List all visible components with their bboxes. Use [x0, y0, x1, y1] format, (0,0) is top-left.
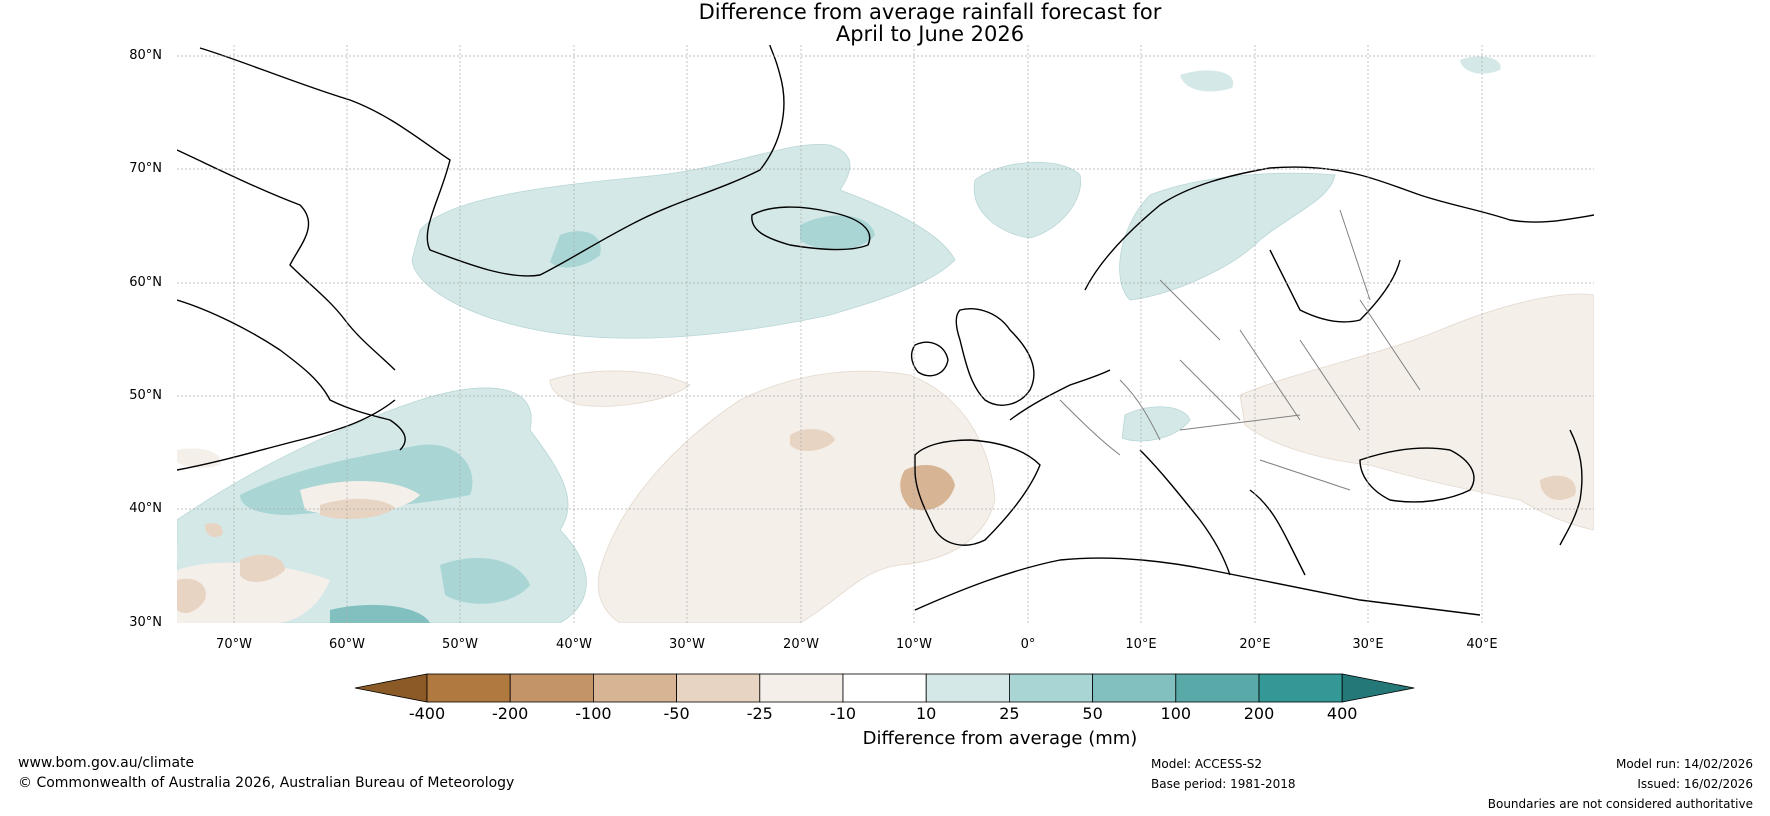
longitude-label: 10°W: [896, 637, 932, 652]
colorbar-segment: [426, 673, 511, 703]
boundaries-disclaimer: Boundaries are not considered authoritat…: [1487, 797, 1753, 811]
wet-region-irminger: [550, 231, 601, 268]
colorbar-segment: [1092, 673, 1177, 703]
wet-region-scandinavia: [1119, 172, 1336, 301]
longitude-label: 30°E: [1352, 637, 1384, 652]
greece-coast: [1249, 489, 1306, 576]
map-gridlines: [177, 45, 1594, 623]
labrador-coast: [177, 299, 406, 451]
colorbar-segment: [1009, 673, 1094, 703]
dry-region-small: [205, 523, 223, 537]
italy-coast: [1139, 449, 1231, 576]
base-period: Base period: 1981-2018: [1151, 777, 1296, 791]
model-run-date: Model run: 14/02/2026: [1615, 757, 1753, 771]
wet-region-franz-josef: [1460, 56, 1501, 74]
colorbar-arrow-high: [1341, 673, 1415, 703]
colorbar-segment: [842, 673, 927, 703]
latitude-label: 60°N: [129, 275, 162, 290]
country-borders: [1059, 209, 1421, 491]
longitude-label: 70°W: [216, 637, 252, 652]
longitude-label: 0°: [1020, 637, 1036, 652]
wet-region-southwest: [330, 604, 430, 623]
dry-region-southwest-corner: [177, 562, 330, 623]
longitude-label: 40°E: [1466, 637, 1498, 652]
model-name: Model: ACCESS-S2: [1151, 757, 1263, 771]
map-title-line-1: Difference from average rainfall forecas…: [698, 0, 1162, 24]
ireland-coast: [910, 341, 949, 377]
colorbar-tick-label: -10: [829, 704, 857, 723]
colorbar-tick-label: -400: [408, 704, 446, 723]
dry-region-sw-core: [240, 554, 285, 582]
longitude-label: 60°W: [329, 637, 365, 652]
dry-region-subtropical-atlantic: [597, 370, 996, 623]
coastlines: [177, 45, 1594, 616]
colorbar-tick-label: 200: [1243, 704, 1275, 723]
drier-anomaly-regions: [177, 293, 1594, 623]
colorbar-tick-label: -200: [492, 704, 529, 723]
baltic-coast: [1269, 249, 1401, 323]
wet-region-north-atlantic: [411, 143, 956, 339]
colorbar-tick-label: 400: [1326, 704, 1358, 723]
north-africa-coast: [914, 557, 1481, 616]
dry-region-eastern-europe: [1239, 293, 1594, 531]
latitude-label: 70°N: [129, 161, 162, 176]
website-url: www.bom.gov.au/climate: [18, 755, 195, 771]
longitude-label: 40°W: [556, 637, 592, 652]
colorbar-segment: [1258, 673, 1343, 703]
greenland-coast: [199, 45, 785, 277]
colorbar-segment: [509, 673, 594, 703]
issued-date: Issued: 16/02/2026: [1637, 777, 1753, 791]
colorbar-tick-label: -25: [746, 704, 773, 723]
latitude-label: 80°N: [129, 48, 162, 63]
baffin-coast: [177, 149, 396, 371]
latitude-label: 50°N: [129, 388, 162, 403]
dry-region-caspian: [1540, 475, 1576, 500]
wet-region-svalbard: [1180, 70, 1234, 92]
longitude-label: 30°W: [669, 637, 705, 652]
iberia-coast: [914, 439, 1041, 546]
wet-region-alps: [1121, 406, 1191, 442]
longitude-label: 20°W: [783, 637, 819, 652]
wet-region-iceland: [800, 215, 875, 250]
wet-region-norwegian: [973, 161, 1082, 239]
colorbar-segment: [676, 673, 761, 703]
latitude-label: 40°N: [129, 501, 162, 516]
norway-coast: [1084, 166, 1594, 291]
colorbar-segment: [925, 673, 1010, 703]
north-america-east-coast: [177, 399, 396, 471]
colorbar-tick-label: 100: [1160, 704, 1192, 723]
longitude-label: 50°W: [442, 637, 478, 652]
colorbar-tick-label: 10: [916, 704, 937, 723]
colorbar-segment: [593, 673, 678, 703]
colorbar-tick-label: -100: [575, 704, 612, 723]
dry-region-central-atlantic: [549, 370, 691, 407]
latitude-label: 30°N: [129, 615, 162, 630]
longitude-label: 20°E: [1239, 637, 1271, 652]
colorbar-tick-label: 25: [999, 704, 1020, 723]
colorbar-segment: [759, 673, 844, 703]
colorbar-arrow-low: [354, 673, 428, 703]
colorbar-tick-label: 50: [1082, 704, 1103, 723]
wet-region-mid-atlantic: [440, 557, 530, 604]
black-sea-coast: [1359, 447, 1475, 503]
colorbar-tick-label: -50: [663, 704, 690, 723]
colorbar-segment: [1175, 673, 1260, 703]
caspian-coast: [1559, 429, 1583, 546]
map-title-line-2: April to June 2026: [835, 22, 1025, 46]
colorbar-title: Difference from average (mm): [862, 728, 1138, 749]
france-coast: [1009, 369, 1111, 421]
british-isles-coast: [955, 308, 1035, 406]
dry-region-sw-corner-core: [177, 578, 206, 613]
iceland-coast: [751, 206, 871, 251]
copyright-notice: © Commonwealth of Australia 2026, Austra…: [18, 775, 515, 791]
longitude-label: 10°E: [1125, 637, 1157, 652]
